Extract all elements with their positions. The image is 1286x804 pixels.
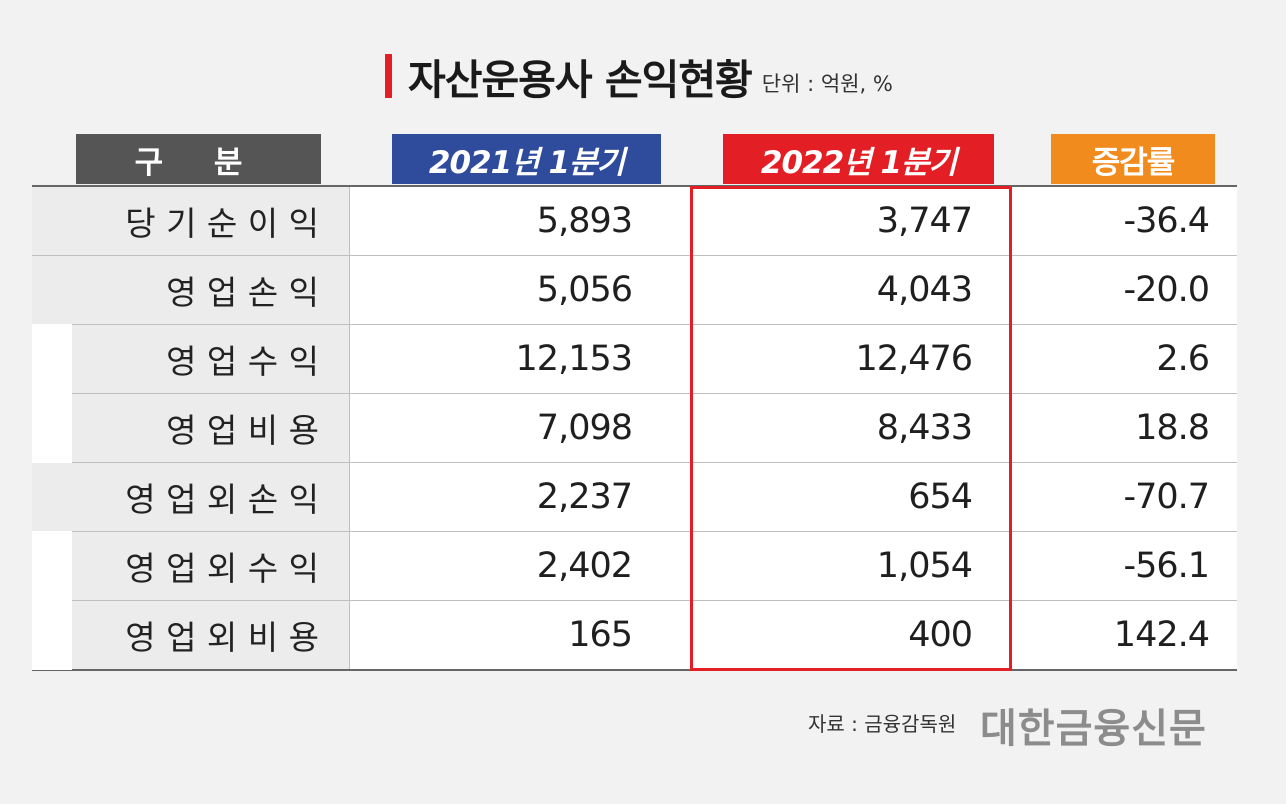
table-row: 영 업 수 익 12,153 12,476 2.6 [32,324,1237,394]
title-block: 자산운용사 손익현황 단위 : 억원, % [385,48,893,104]
row-label: 영 업 비 용 [32,393,350,463]
table-row: 영 업 외 수 익 2,402 1,054 -56.1 [32,531,1237,601]
value-change: -20.0 [1123,270,1210,310]
table-row: 당 기 순 이 익 5,893 3,747 -36.4 [32,187,1237,256]
value-2021: 5,056 [536,270,633,310]
row-label: 영 업 손 익 [32,256,350,324]
header-2022-q1: 2022년 1분기 [723,134,994,184]
value-2021: 7,098 [536,408,633,448]
data-table: 당 기 순 이 익 5,893 3,747 -36.4 영 업 손 익 5,05… [32,185,1237,671]
value-2021: 5,893 [536,201,633,241]
value-change: 142.4 [1113,615,1210,655]
header-category: 구 분 [76,134,321,184]
value-change: -36.4 [1123,201,1210,241]
row-label: 영 업 외 손 익 [32,463,350,531]
header-change-rate: 증감률 [1051,134,1215,184]
table-row: 영 업 손 익 5,056 4,043 -20.0 [32,256,1237,325]
value-2022: 4,043 [876,270,973,310]
value-2021: 165 [568,615,633,655]
value-change: -70.7 [1123,477,1210,517]
value-2022: 400 [908,615,973,655]
value-change: -56.1 [1123,546,1210,586]
row-label: 당 기 순 이 익 [32,187,350,255]
source-note: 자료 : 금융감독원 [808,712,957,736]
value-change: 2.6 [1156,339,1210,379]
table-row: 영 업 외 손 익 2,237 654 -70.7 [32,463,1237,532]
brand-logo: 대한금융신문 [980,706,1207,752]
value-2022: 1,054 [876,546,973,586]
value-2022: 8,433 [876,408,973,448]
value-2022: 12,476 [855,339,973,379]
row-label: 영 업 외 수 익 [32,531,350,601]
value-2022: 654 [908,477,973,517]
table-row: 영 업 비 용 7,098 8,433 18.8 [32,393,1237,463]
unit-label: 단위 : 억원, % [761,72,893,96]
title-accent-bar [385,54,392,98]
row-label: 영 업 외 비 용 [32,600,350,670]
header-2021-q1: 2021년 1분기 [392,134,661,184]
value-2021: 2,402 [536,546,633,586]
table-row: 영 업 외 비 용 165 400 142.4 [32,600,1237,670]
value-change: 18.8 [1135,408,1210,448]
value-2021: 2,237 [536,477,633,517]
row-label: 영 업 수 익 [32,324,350,394]
table-title: 자산운용사 손익현황 [408,56,753,104]
value-2022: 3,747 [876,201,973,241]
value-2021: 12,153 [515,339,633,379]
